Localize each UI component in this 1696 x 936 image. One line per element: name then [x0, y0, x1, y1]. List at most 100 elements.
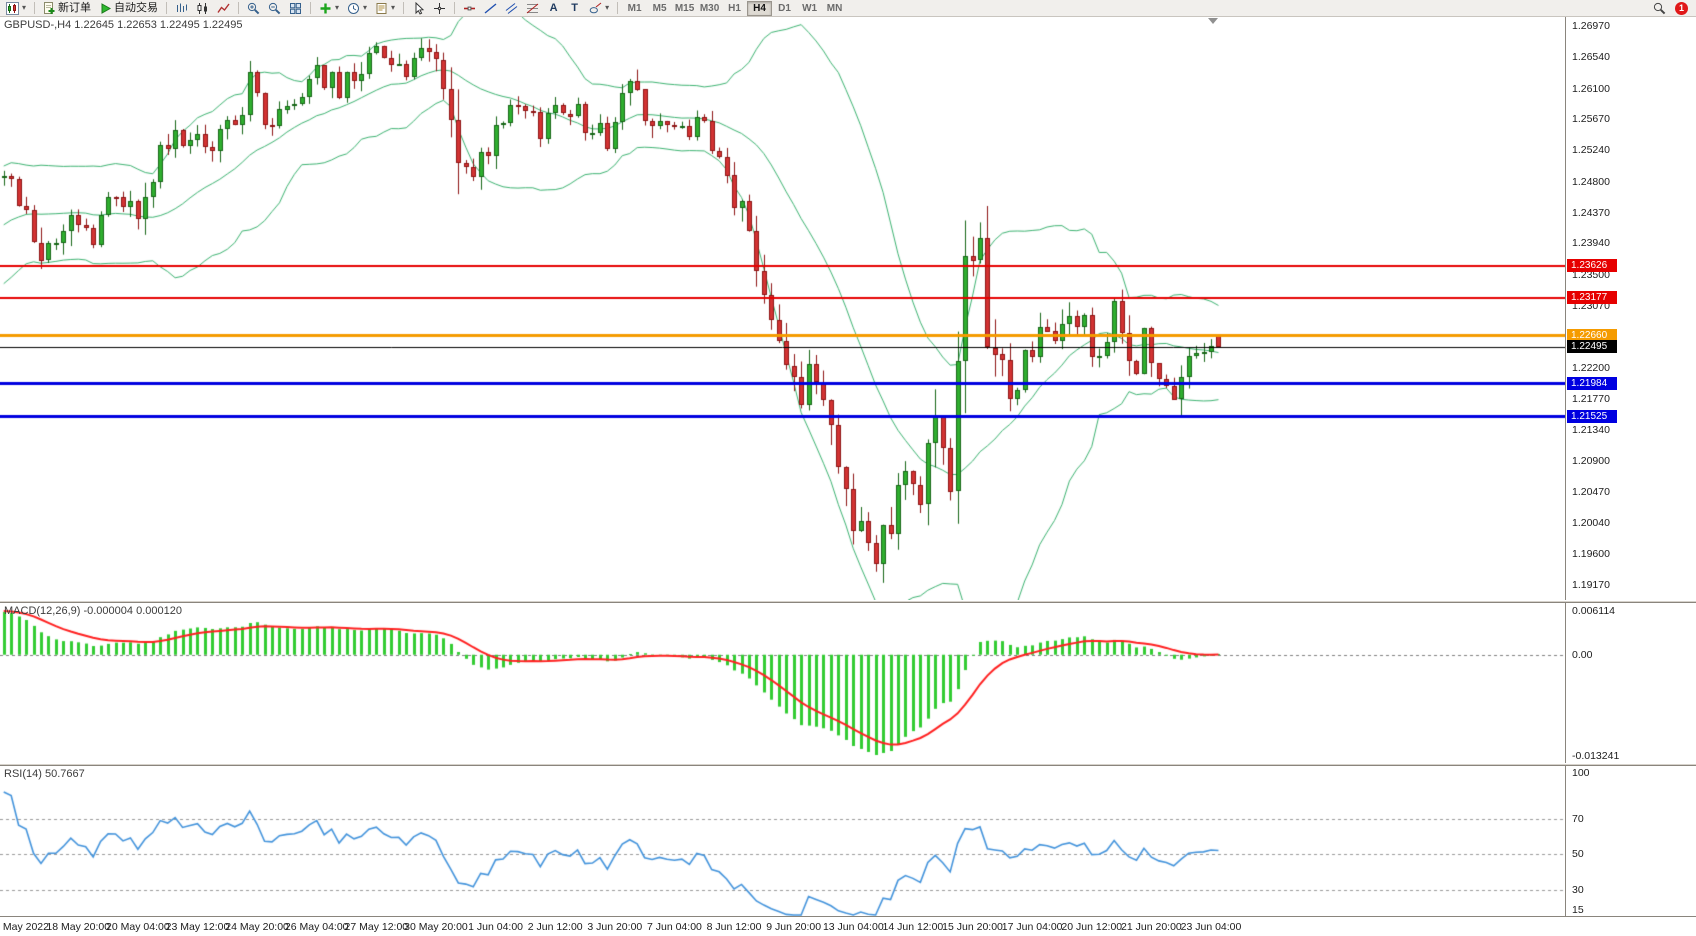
- trendline-button[interactable]: [481, 1, 500, 16]
- text-icon: A: [549, 1, 558, 14]
- toolbar: ▾ 新订单 自动交易 ▾ ▾ ▾ A T ▾ M1 M5 M15 M30 H1 H4 D1 W1 MN 1: [0, 0, 1696, 17]
- macd-panel: MACD(12,26,9) -0.000004 0.000120: [0, 603, 1565, 763]
- zoom-out-icon: [268, 2, 281, 15]
- new-order-icon: [43, 1, 56, 15]
- candlestick-chart-button[interactable]: [193, 1, 212, 16]
- fibonacci-icon: [526, 2, 539, 15]
- time-label: 23 May 12:00: [165, 921, 230, 933]
- equidistant-channel-button[interactable]: [502, 1, 521, 16]
- time-label: 21 Jun 20:00: [1121, 921, 1182, 933]
- new-chart-button[interactable]: ▾: [3, 1, 29, 16]
- trendline-icon: [484, 2, 497, 15]
- horizontal-line-icon: [463, 2, 476, 15]
- price-tick: 1.19600: [1572, 548, 1610, 561]
- time-label: 27 May 12:00: [344, 921, 409, 933]
- shapes-icon: [589, 2, 602, 15]
- line-chart-icon: [217, 2, 230, 15]
- notification-badge[interactable]: 1: [1675, 1, 1688, 15]
- templates-button[interactable]: ▾: [372, 1, 398, 16]
- time-label: 15 Jun 20:00: [942, 921, 1003, 933]
- macd-label: MACD(12,26,9) -0.000004 0.000120: [4, 605, 182, 617]
- panel-splitter-rsi[interactable]: [0, 763, 1696, 766]
- bar-chart-button[interactable]: [172, 1, 191, 16]
- time-label: 14 Jun 12:00: [882, 921, 944, 933]
- price-axis[interactable]: 1.26970 1.26540 1.26100 1.25670 1.25240 1.248…: [1565, 17, 1696, 936]
- time-label: 8 Jun 12:00: [706, 921, 762, 933]
- symbol-ohlc-label: GBPUSD-,H4 1.22645 1.22653 1.22495 1.224…: [4, 19, 243, 31]
- zoom-in-icon: [247, 2, 260, 15]
- rsi-axis-tick: 100: [1572, 767, 1590, 779]
- add-indicator-icon: [319, 2, 332, 15]
- periods-button[interactable]: ▾: [344, 1, 370, 16]
- price-tick: 1.26100: [1572, 82, 1610, 95]
- time-label: 17 Jun 04:00: [1001, 921, 1063, 933]
- main-chart-canvas[interactable]: [0, 17, 1565, 600]
- timeframe-h1-button[interactable]: H1: [722, 1, 747, 16]
- time-label: 9 Jun 20:00: [766, 921, 822, 933]
- line-chart-button[interactable]: [214, 1, 233, 16]
- text-label-button[interactable]: T: [565, 1, 584, 16]
- tile-windows-button[interactable]: [286, 1, 305, 16]
- channel-icon: [505, 2, 518, 15]
- fibonacci-button[interactable]: [523, 1, 542, 16]
- search-button[interactable]: [1650, 1, 1669, 16]
- timeframe-m30-button[interactable]: M30: [697, 1, 722, 16]
- toolbar-separator: [238, 2, 240, 14]
- timeframe-m5-button[interactable]: M5: [647, 1, 672, 16]
- main-chart-panel: GBPUSD-,H4 1.22645 1.22653 1.22495 1.224…: [0, 17, 1565, 600]
- price-tick: 1.20470: [1572, 485, 1610, 498]
- timeframe-h4-button[interactable]: H4: [747, 0, 773, 16]
- time-label: 20 May 04:00: [106, 921, 170, 933]
- dropdown-caret-icon: ▾: [363, 3, 368, 12]
- price-tick: 1.22200: [1572, 361, 1610, 374]
- toolbar-separator: [310, 2, 312, 14]
- current-price-tag: 1.22495: [1567, 340, 1617, 354]
- price-tag-1-22660[interactable]: 1.22660: [1567, 328, 1617, 342]
- price-tick: 1.19170: [1572, 578, 1610, 591]
- rsi-canvas[interactable]: [0, 766, 1565, 916]
- price-tag-1-21984[interactable]: 1.21984: [1567, 376, 1617, 390]
- rsi-label: RSI(14) 50.7667: [4, 768, 85, 780]
- arrows-button[interactable]: ▾: [586, 1, 612, 16]
- tile-windows-icon: [289, 2, 302, 15]
- price-tag-1-23177[interactable]: 1.23177: [1567, 291, 1617, 305]
- macd-axis-tick: 0.00: [1572, 648, 1593, 661]
- price-tick: 1.21340: [1572, 423, 1610, 436]
- price-tick: 1.26540: [1572, 51, 1610, 64]
- zoom-out-button[interactable]: [265, 1, 284, 16]
- toolbar-separator: [617, 2, 619, 14]
- macd-canvas[interactable]: [0, 603, 1565, 763]
- zoom-in-button[interactable]: [244, 1, 263, 16]
- cursor-button[interactable]: [409, 1, 428, 16]
- time-label: 1 Jun 04:00: [468, 921, 524, 933]
- new-order-button[interactable]: 新订单: [40, 1, 94, 16]
- price-tick: 1.25670: [1572, 113, 1610, 126]
- dropdown-caret-icon: ▾: [22, 3, 27, 12]
- panel-splitter-macd[interactable]: [0, 600, 1696, 603]
- timeframe-mn-button[interactable]: MN: [822, 1, 847, 16]
- label-icon: T: [571, 1, 578, 14]
- price-tag-1-21525[interactable]: 1.21525: [1567, 409, 1617, 423]
- time-label: 3 Jun 20:00: [587, 921, 643, 933]
- cursor-icon: [412, 1, 425, 15]
- horizontal-line-button[interactable]: [460, 1, 479, 16]
- timeframe-w1-button[interactable]: W1: [797, 1, 822, 16]
- auto-trading-button[interactable]: 自动交易: [96, 1, 161, 16]
- auto-trading-button-label: 自动交易: [114, 2, 159, 14]
- toolbar-separator: [166, 2, 168, 14]
- time-label: 17 May 2022: [0, 921, 49, 933]
- timeframe-m1-button[interactable]: M1: [622, 1, 647, 16]
- macd-axis-tick: -0.013241: [1572, 750, 1620, 762]
- price-tick: 1.20900: [1572, 455, 1610, 468]
- crosshair-button[interactable]: [430, 1, 449, 16]
- price-tag-1-23626[interactable]: 1.23626: [1567, 259, 1617, 273]
- indicators-button[interactable]: ▾: [316, 1, 342, 16]
- chart-shift-marker[interactable]: [1208, 18, 1218, 24]
- toolbar-separator: [34, 2, 36, 14]
- time-label: 7 Jun 04:00: [646, 921, 702, 933]
- text-button[interactable]: A: [544, 1, 563, 16]
- price-tick: 1.26970: [1572, 20, 1610, 33]
- timeframe-m15-button[interactable]: M15: [672, 1, 697, 16]
- timeframe-d1-button[interactable]: D1: [772, 1, 797, 16]
